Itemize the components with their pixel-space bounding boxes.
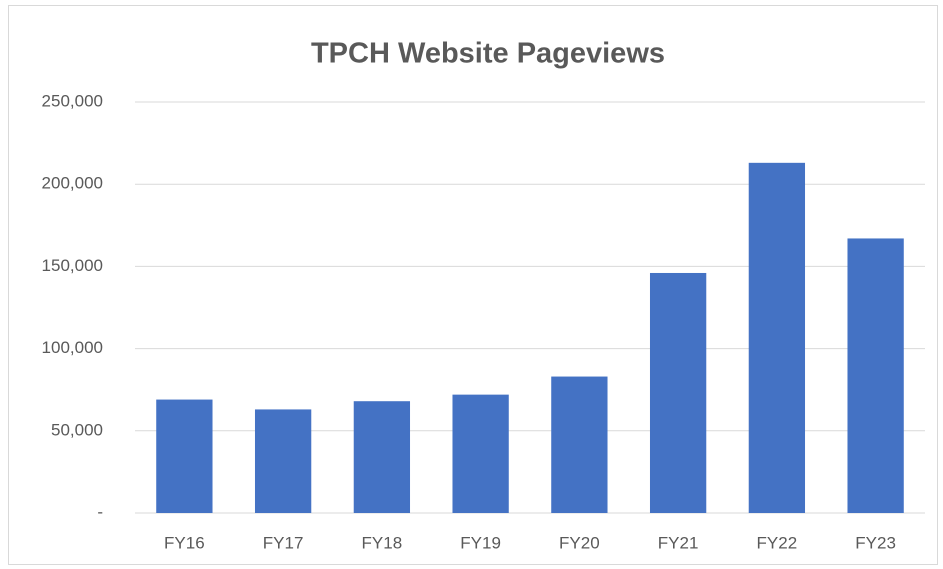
x-tick-label: FY16	[164, 533, 205, 552]
chart-title: TPCH Website Pageviews	[311, 38, 665, 70]
bar	[748, 162, 806, 513]
x-tick-label: FY19	[460, 533, 501, 552]
y-tick-label: 150,000	[42, 256, 103, 275]
x-tick-label: FY20	[559, 533, 600, 552]
x-tick-label: FY22	[757, 533, 798, 552]
bar	[452, 394, 509, 513]
bar	[649, 272, 707, 513]
y-tick-label: -	[97, 502, 103, 521]
y-tick-label: 200,000	[42, 174, 103, 193]
x-tick-label: FY23	[855, 533, 896, 552]
bar	[551, 376, 608, 513]
bar	[156, 399, 213, 513]
x-tick-label: FY18	[362, 533, 403, 552]
bar	[353, 401, 411, 513]
y-tick-label: 250,000	[42, 91, 103, 110]
x-tick-label: FY17	[263, 533, 304, 552]
y-tick-label: 100,000	[42, 338, 103, 357]
x-tick-label: FY21	[658, 533, 699, 552]
bar	[254, 409, 312, 513]
bar	[847, 238, 904, 513]
y-tick-label: 50,000	[51, 420, 103, 439]
